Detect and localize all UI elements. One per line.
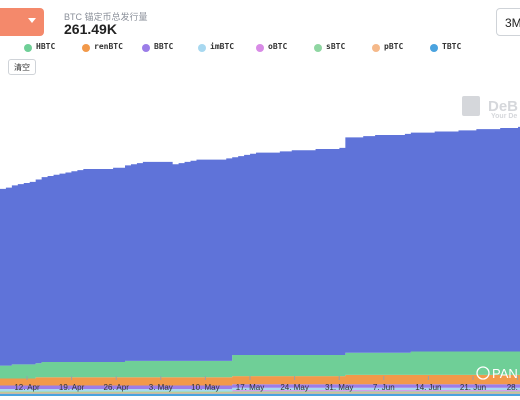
area-series-hbtc bbox=[0, 351, 520, 379]
x-tick-label: 3. May bbox=[149, 383, 173, 392]
debank-watermark: DeB Your De bbox=[462, 96, 518, 120]
watermark-logo-mark bbox=[462, 96, 480, 116]
legend-dot bbox=[24, 44, 32, 52]
legend-label: oBTC bbox=[268, 42, 288, 51]
supply-label: BTC 锚定币总发行量 bbox=[64, 12, 148, 22]
chart-legend: HBTC renBTC BBTC imBTC oBTC sBTC pBTC TBTC bbox=[0, 42, 520, 56]
credit-text: PAN bbox=[492, 366, 518, 381]
area-series-group bbox=[0, 126, 520, 396]
wechat-icon bbox=[476, 366, 490, 380]
credit-watermark: PAN bbox=[476, 366, 518, 381]
x-tick-label: 26. Apr bbox=[104, 383, 130, 392]
x-tick-label: 28. Ju bbox=[507, 383, 520, 392]
time-range-button[interactable]: 3M bbox=[496, 8, 520, 36]
legend-dot bbox=[142, 44, 150, 52]
x-tick-label: 14. Jun bbox=[415, 383, 441, 392]
x-tick-label: 17. May bbox=[236, 383, 264, 392]
area-series-sbtc bbox=[0, 391, 520, 393]
x-tick-label: 12. Apr bbox=[14, 383, 40, 392]
legend-dot bbox=[198, 44, 206, 52]
watermark-sub-text: Your De bbox=[491, 113, 517, 120]
legend-label: sBTC bbox=[326, 42, 346, 51]
area-series-pbtc bbox=[0, 392, 520, 394]
legend-dot bbox=[82, 44, 90, 52]
x-tick-label: 24. May bbox=[280, 383, 308, 392]
x-tick-label: 7. Jun bbox=[373, 383, 395, 392]
supply-value: 261.49K bbox=[64, 21, 117, 37]
legend-label: HBTC bbox=[36, 42, 56, 51]
legend-dot bbox=[430, 44, 438, 52]
chevron-down-icon bbox=[28, 18, 36, 23]
token-select-button[interactable] bbox=[0, 8, 44, 36]
legend-dot bbox=[372, 44, 380, 52]
x-tick-label: 19. Apr bbox=[59, 383, 85, 392]
legend-label: renBTC bbox=[94, 42, 123, 51]
legend-label: pBTC bbox=[384, 42, 404, 51]
clear-button[interactable]: 清空 bbox=[8, 59, 36, 75]
area-series-renbtc bbox=[0, 374, 520, 386]
watermark-logo-text: DeB bbox=[488, 98, 518, 115]
x-tick-label: 31. May bbox=[325, 383, 353, 392]
legend-label: imBTC bbox=[210, 42, 235, 51]
x-tick-label: 21. Jun bbox=[460, 383, 486, 392]
x-axis: 12. Apr 19. Apr 26. Apr 3. May 10. May 17. Ma… bbox=[14, 376, 520, 392]
x-tick-label: 10. May bbox=[191, 383, 219, 392]
area-series-tbtc bbox=[0, 393, 520, 396]
area-series-bbtc bbox=[0, 384, 520, 389]
area-series-obtc bbox=[0, 390, 520, 392]
area-series-imbtc bbox=[0, 387, 520, 392]
area-series-wbtc bbox=[0, 126, 520, 366]
legend-dot bbox=[314, 44, 322, 52]
legend-dot bbox=[256, 44, 264, 52]
legend-label: TBTC bbox=[442, 42, 462, 51]
legend-label: BBTC bbox=[154, 42, 174, 51]
